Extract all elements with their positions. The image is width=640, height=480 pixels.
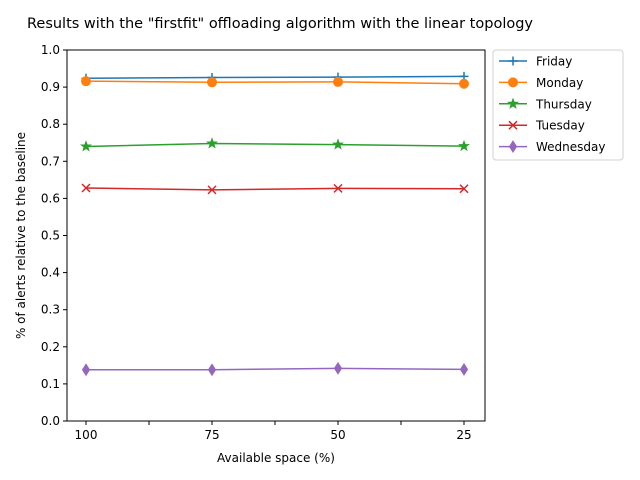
x-tick-label: 100 xyxy=(75,428,98,442)
series-line-wednesday xyxy=(86,367,465,371)
data-point-wednesday xyxy=(459,362,469,376)
series-line-monday xyxy=(85,80,465,85)
data-point-monday xyxy=(459,78,469,89)
y-tick-label: 0.9 xyxy=(41,80,60,94)
y-tick-label: 1.0 xyxy=(41,43,60,57)
y-tick-label: 0.4 xyxy=(41,266,60,280)
legend-entry-tuesday: Tuesday xyxy=(499,119,585,133)
legend-entry-thursday: Thursday xyxy=(499,97,592,111)
data-point-monday xyxy=(81,76,91,87)
series-line-friday xyxy=(85,75,465,79)
legend-marker xyxy=(508,56,518,66)
series-line-thursday xyxy=(85,142,465,148)
data-point-tuesday xyxy=(459,184,469,194)
y-tick-label: 0.6 xyxy=(41,191,60,205)
data-point-wednesday xyxy=(333,361,343,375)
data-point-wednesday xyxy=(81,363,91,377)
y-tick-label: 0.3 xyxy=(41,303,60,317)
x-axis-label: Available space (%) xyxy=(217,451,335,465)
data-point-thursday xyxy=(458,139,470,152)
legend-label: Thursday xyxy=(535,97,592,111)
y-tick-label: 0.0 xyxy=(41,414,60,428)
y-tick-label: 0.5 xyxy=(41,229,60,243)
data-point-tuesday xyxy=(333,183,343,193)
data-point-thursday xyxy=(206,137,218,149)
data-point-tuesday xyxy=(207,185,217,195)
legend-label: Tuesday xyxy=(535,119,585,133)
y-tick-label: 0.1 xyxy=(41,377,60,391)
legend-box xyxy=(492,49,624,161)
legend-entry-monday: Monday xyxy=(499,76,583,90)
data-point-thursday xyxy=(80,140,92,152)
legend-label: Monday xyxy=(536,76,583,90)
y-tick-label: 0.2 xyxy=(41,340,60,354)
data-point-wednesday xyxy=(207,363,217,377)
legend: Friday Monday Thursday Tuesday Wednesday xyxy=(492,49,624,161)
x-tick-label: 75 xyxy=(204,428,219,442)
x-tick-label: 25 xyxy=(456,428,471,442)
y-axis-label: % of alerts relative to the baseline xyxy=(14,132,28,339)
data-point-thursday xyxy=(332,138,344,150)
legend-marker xyxy=(508,140,518,154)
y-tick-label: 0.7 xyxy=(41,154,60,168)
legend-marker xyxy=(508,77,518,88)
legend-label: Wednesday xyxy=(536,140,605,154)
x-tick-label: 50 xyxy=(330,428,345,442)
series-line-tuesday xyxy=(85,187,465,191)
legend-entry-wednesday: Wednesday xyxy=(499,140,605,154)
legend-entry-friday: Friday xyxy=(499,55,572,69)
data-point-tuesday xyxy=(81,183,91,193)
plot-frame xyxy=(66,49,486,422)
legend-label: Friday xyxy=(536,55,572,69)
data-point-monday xyxy=(333,76,343,87)
legend-marker xyxy=(507,97,519,109)
data-point-monday xyxy=(207,77,217,88)
chart-title: Results with the "firstfit" offloading a… xyxy=(27,16,533,32)
legend-marker xyxy=(508,120,518,130)
y-tick-label: 0.8 xyxy=(41,117,60,131)
